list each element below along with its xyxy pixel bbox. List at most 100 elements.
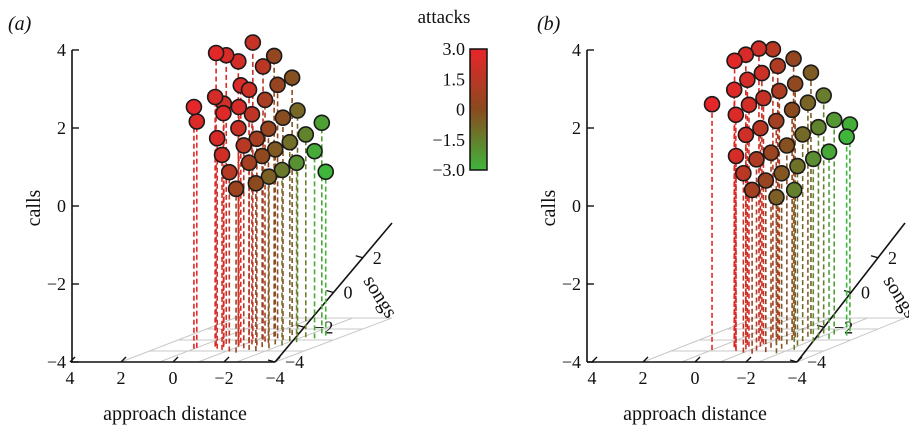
data-point [254,58,272,75]
data-point [256,91,274,109]
data-point [769,57,787,75]
x-tick [172,356,179,363]
data-point [206,88,224,106]
data-point [269,76,286,94]
data-point [273,161,291,179]
x-tick-label: −4 [787,368,806,388]
data-point [317,163,335,181]
data-point [313,114,331,132]
data-point [786,75,804,93]
data-point [220,163,238,181]
x-tick [69,356,76,363]
panel-a: (a) 420−2−44 2 0 −2 −420−2−4 calls approach … [8,13,402,425]
data-point [283,69,301,86]
colorbar-tick-label: −1.5 [432,130,465,150]
z-tick-label: −4 [562,352,581,372]
data-point [825,111,843,129]
data-point [735,164,752,182]
z-tick-label: −4 [47,352,66,372]
y-tick-label: 2 [888,248,897,268]
y-tick [789,359,798,363]
x-tick-label: 4 [588,368,597,388]
z-tick-label: 0 [57,196,66,216]
data-point [725,81,743,99]
axes-a: 420−2−44 2 0 −2 −420−2−4 [47,40,393,388]
data-point [739,71,756,89]
y-tick [297,324,305,328]
data-point [767,112,785,130]
colorbar-gradient [469,48,488,171]
data-point [230,98,248,116]
z-tick-label: 4 [572,40,581,60]
data-point [737,126,755,144]
data-point [207,44,225,62]
data-point [752,119,769,137]
y-tick-label: 0 [344,283,353,303]
data-point [230,119,247,137]
data-point [820,143,838,160]
y-tick [870,255,879,259]
y-tick-label: −2 [834,317,853,337]
data-point [265,47,283,65]
data-point [281,133,299,151]
data-point [815,87,832,104]
data-point [253,147,271,165]
data-point [227,180,245,198]
data-point [750,40,768,57]
zlabel-a: calls [23,189,45,226]
data-point [810,118,827,136]
colorbar: attacks 3.0 1.5 0 −1.5 −3.0 [418,7,488,180]
x-tick [745,356,752,363]
xlabel-a: approach distance [103,403,247,425]
colorbar-tick-label: 1.5 [443,69,466,89]
data-point [838,128,855,145]
data-point [240,154,258,171]
data-point [260,168,278,185]
data-point [266,141,284,158]
panel-label-b: (b) [537,13,561,35]
data-point [243,106,261,123]
x-tick [120,356,127,363]
x-tick-label: −2 [736,368,755,388]
data-point [773,165,790,182]
data-b [703,40,859,354]
z-tick-label: 4 [57,40,66,60]
data-point [753,64,771,82]
data-point [726,52,743,70]
x-tick [223,356,230,363]
zlabel-b: calls [538,189,560,226]
data-point [244,34,262,51]
z-tick-label: −2 [47,274,66,294]
z-tick-label: 2 [572,118,581,138]
colorbar-tick-label: 3.0 [443,39,466,59]
z-tick-label: 2 [57,118,66,138]
panel-label-a: (a) [8,13,32,35]
data-point [802,64,820,81]
data-point [785,50,802,68]
data-point [188,113,206,130]
colorbar-tick-label: 0 [456,100,465,120]
ylabel-a: songs [359,272,402,322]
data-point [289,102,306,119]
data-point [771,82,788,100]
y-tick-label: −4 [807,352,826,372]
data-point [748,151,765,168]
data-point [215,104,232,122]
y-tick [326,289,334,294]
data-point [727,147,745,165]
data-point [743,181,761,199]
x-tick-label: −2 [214,368,233,388]
data-point [235,137,253,154]
data-point [778,137,796,154]
data-point [703,95,721,113]
panel-b: (b) 420−2−44 2 0 −2 −420−2−4 calls approach … [537,13,909,425]
data-point [799,94,817,111]
xlabel-b: approach distance [623,403,767,425]
data-point [260,120,277,138]
data-point [274,109,292,126]
y-tick [355,255,363,259]
ylabel-b: songs [879,272,909,322]
data-point [785,181,803,199]
y-tick [843,289,852,294]
